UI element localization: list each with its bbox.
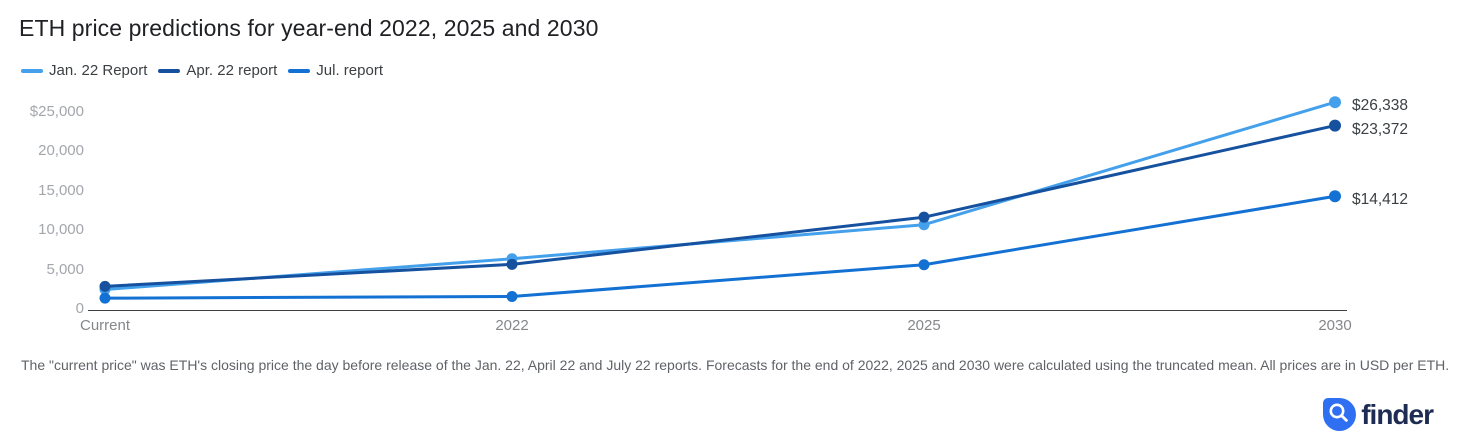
y-axis-tick-label: 5,000 bbox=[46, 260, 84, 278]
data-point[interactable] bbox=[918, 219, 930, 231]
chart-footnote: The "current price" was ETH's closing pr… bbox=[21, 357, 1450, 373]
legend-item-1[interactable]: Apr. 22 report bbox=[158, 62, 277, 79]
legend-label: Jan. 22 Report bbox=[49, 62, 148, 79]
series-line-0 bbox=[104, 100, 1336, 291]
data-point[interactable] bbox=[918, 211, 930, 223]
legend-item-0[interactable]: Jan. 22 Report bbox=[21, 62, 147, 79]
x-axis-tick-label: 2025 bbox=[907, 317, 941, 334]
y-axis-tick-label: 20,000 bbox=[38, 142, 84, 160]
magnifier-icon bbox=[1323, 398, 1357, 431]
y-axis-tick-label: 15,000 bbox=[38, 181, 84, 199]
data-point[interactable] bbox=[506, 291, 518, 303]
data-point[interactable] bbox=[99, 280, 111, 292]
series-value-label: $14,412 bbox=[1352, 191, 1409, 209]
series-value-label: $26,338 bbox=[1352, 97, 1409, 115]
x-axis-tick-label: 2030 bbox=[1318, 317, 1352, 334]
series-line-2 bbox=[104, 194, 1336, 300]
finder-logo[interactable]: finder bbox=[1323, 398, 1434, 431]
legend-swatch-icon bbox=[158, 68, 181, 73]
data-point[interactable] bbox=[99, 292, 111, 304]
legend-label: Apr. 22 report bbox=[186, 62, 278, 79]
chart-title: ETH price predictions for year-end 2022,… bbox=[19, 15, 599, 41]
legend-item-2[interactable]: Jul. report bbox=[288, 62, 383, 79]
data-point[interactable] bbox=[1329, 190, 1341, 203]
legend-swatch-icon bbox=[288, 68, 311, 73]
series-value-label: $23,372 bbox=[1352, 120, 1409, 138]
chart-legend: Jan. 22 Report Apr. 22 report Jul. report bbox=[21, 62, 383, 79]
data-point[interactable] bbox=[506, 258, 518, 270]
data-point[interactable] bbox=[918, 259, 930, 271]
x-axis-tick-label: Current bbox=[79, 317, 131, 334]
data-point[interactable] bbox=[1329, 119, 1341, 132]
data-point[interactable] bbox=[1329, 96, 1341, 109]
legend-label: Jul. report bbox=[316, 62, 383, 79]
series-line-1 bbox=[104, 124, 1336, 288]
y-axis-tick-label: 10,000 bbox=[38, 221, 84, 239]
finder-logo-text: finder bbox=[1361, 399, 1434, 430]
y-axis-tick-label: $25,000 bbox=[29, 102, 84, 120]
x-axis-tick-label: 2022 bbox=[495, 317, 529, 334]
legend-swatch-icon bbox=[21, 68, 43, 73]
y-axis-tick-label: 0 bbox=[75, 300, 84, 317]
